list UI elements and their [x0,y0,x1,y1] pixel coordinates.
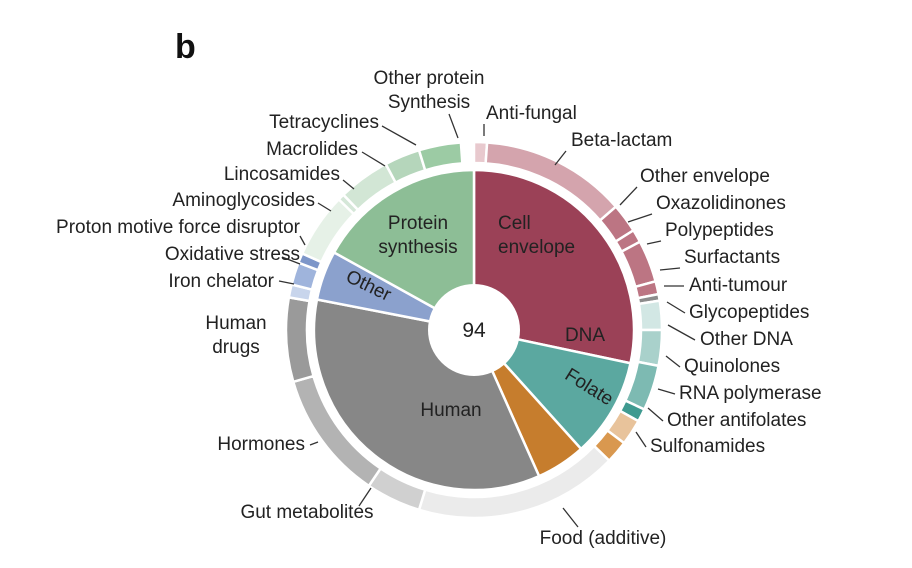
outer-label-rnapol: RNA polymerase [679,383,822,404]
outer-label-otherdna: Other DNA [700,329,793,350]
leader-line-glycopeptides [666,301,686,314]
outer-label-antitumour: Anti-tumour [689,275,788,296]
leader-line-aminoglycosides [317,202,332,212]
outer-label-glycopeptides: Glycopeptides [689,302,809,323]
outer-label-otherprotsynth: Other protein Synthesis [374,68,485,113]
outer-slice-otherdna [636,328,664,368]
outer-label-tetracyclines: Tetracyclines [269,112,379,133]
leader-line-polypeptides [646,240,662,245]
center-count: 94 [462,319,486,342]
leader-line-otherenv [619,186,638,206]
outer-label-pmf: Proton motive force disruptor [56,217,301,238]
outer-label-food: Food (additive) [540,528,667,549]
outer-label-betalactam: Beta-lactam [571,130,672,151]
leader-line-food [562,507,579,528]
panel-label: b [175,28,196,66]
outer-label-oxazolidinones: Oxazolidinones [656,193,786,214]
outer-label-sulfonamides: Sulfonamides [650,436,765,457]
outer-label-lincosamides: Lincosamides [224,164,340,185]
outer-label-polypeptides: Polypeptides [665,220,774,241]
outer-label-antifungal: Anti-fungal [486,103,577,124]
leader-line-surfactants [659,267,681,271]
leader-line-otherprotsynth [448,113,459,139]
outer-label-macrolides: Macrolides [266,139,358,160]
leader-line-hormones [309,441,319,446]
outer-ring [284,140,664,520]
inner-label-human: Human [420,400,481,421]
inner-slice-human [312,298,541,492]
leader-line-pmf [299,235,306,246]
leader-line-rnapol [657,388,676,395]
leader-line-ironchel [278,280,295,285]
outer-label-oxstress: Oxidative stress [165,244,300,265]
outer-label-aminoglycosides: Aminoglycosides [172,190,315,211]
inner-label-dna: DNA [565,325,605,346]
leader-line-sulfonamides [635,431,647,448]
inner-ring [312,168,636,492]
outer-slice-humandrugs [284,295,316,384]
outer-label-quinolones: Quinolones [684,356,780,377]
inner-label-prot: Protein synthesis [378,213,457,258]
leader-line-quinolones [665,355,681,368]
outer-label-ironchel: Iron chelator [168,271,274,292]
leader-line-betalactam [554,150,567,166]
outer-label-otherenv: Other envelope [640,166,770,187]
outer-slice-otherprotsynth [417,141,464,172]
outer-label-gut: Gut metabolites [240,502,373,523]
leader-line-macrolides [361,151,386,167]
leader-line-tetracyclines [381,125,417,146]
inner-slice-dna [470,327,632,451]
outer-label-surfactants: Surfactants [684,247,780,268]
leader-line-otherantifol [647,407,664,422]
leader-line-otherdna [667,324,696,341]
leader-line-lincosamides [342,179,355,190]
inner-label-cell: Cell envelope [498,213,575,258]
outer-label-otherantifol: Other antifolates [667,410,806,431]
outer-slice-glycopeptides [637,299,664,332]
outer-labels: Anti-fungal Beta-lactam Other envelope Oxaz… [56,68,822,549]
inner-slice-prot [332,168,476,333]
leader-line-oxstress [281,256,301,265]
outer-label-hormones: Hormones [217,434,305,455]
leader-line-oxazolidinones [627,213,653,223]
outer-label-humandrugs: Human drugs [205,313,266,358]
center-hole [428,284,520,376]
leader-line-gut [358,487,372,507]
